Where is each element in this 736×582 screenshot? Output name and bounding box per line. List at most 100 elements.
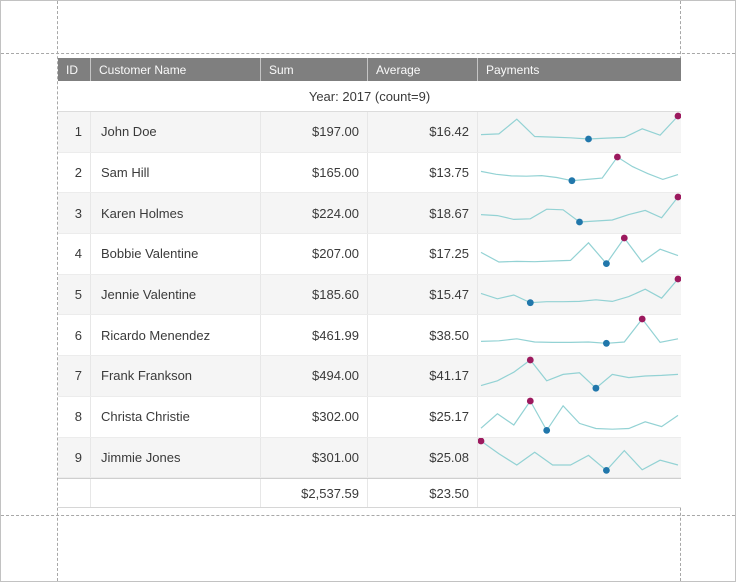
sparkline-line	[480, 359, 679, 389]
table-header-row: ID Customer Name Sum Average Payments	[58, 58, 681, 81]
min-marker-dot	[526, 298, 534, 306]
table-row: 7 Frank Frankson $494.00 $41.17	[58, 356, 681, 397]
sparkline-line	[480, 236, 679, 265]
page-margin-bottom-line	[1, 515, 735, 516]
cell-average: $25.17	[368, 396, 478, 437]
min-marker-dot	[603, 467, 610, 475]
payments-sparkline	[480, 397, 679, 434]
max-marker-dot	[674, 112, 681, 120]
table-row: 4 Bobbie Valentine $207.00 $17.25	[58, 234, 681, 275]
cell-customer-name: Ricardo Menendez	[91, 315, 261, 356]
cell-customer-name: Bobbie Valentine	[91, 234, 261, 274]
cell-id: 7	[58, 356, 91, 396]
cell-customer-name: John Doe	[91, 112, 261, 152]
header-cell-payments: Payments	[486, 62, 540, 77]
cell-payments	[478, 397, 681, 437]
max-marker-dot	[478, 437, 485, 445]
min-marker-dot	[603, 260, 610, 267]
table-row: 8 Christa Christie $302.00 $25.17	[58, 396, 681, 438]
max-marker-dot	[674, 275, 681, 282]
footer-cell-sum: $2,537.59	[261, 479, 368, 508]
sparkline-line	[480, 115, 679, 140]
cell-id: 6	[58, 315, 91, 356]
cell-payments	[478, 356, 681, 396]
cell-average: $16.42	[368, 112, 478, 152]
cell-id: 2	[58, 152, 91, 193]
header-cell-customer-name: Customer Name	[91, 58, 261, 81]
payments-sparkline	[480, 275, 681, 306]
cell-payments	[478, 234, 681, 274]
cell-average: $38.50	[368, 315, 478, 356]
footer-cell-id	[58, 479, 91, 508]
header-cell-id: ID	[58, 58, 91, 81]
min-marker-dot	[576, 218, 583, 226]
min-marker-dot	[568, 176, 576, 184]
sparkline-line	[480, 399, 679, 432]
payments-sparkline	[480, 234, 679, 267]
page-margin-top-line	[1, 53, 735, 54]
sparkline-line	[480, 318, 679, 345]
payments-sparkline	[480, 112, 681, 143]
header-cell-average: Average	[368, 58, 478, 81]
cell-average: $13.75	[368, 152, 478, 193]
sparkline-line	[480, 278, 679, 303]
sparkline-line	[480, 155, 679, 181]
footer-cell-payments	[478, 479, 681, 507]
payments-sparkline	[480, 356, 679, 392]
max-marker-dot	[526, 397, 534, 405]
min-marker-dot	[592, 384, 600, 392]
cell-payments	[478, 315, 681, 355]
cell-payments	[478, 275, 681, 315]
cell-id: 5	[58, 274, 91, 315]
sparkline-line	[480, 196, 679, 223]
max-marker-dot	[526, 356, 534, 364]
table-body: 1 John Doe $197.00 $16.42 2 Sam Hill $165.00 $1…	[58, 112, 681, 479]
cell-sum: $494.00	[261, 356, 368, 396]
table-row: 9 Jimmie Jones $301.00 $25.08	[58, 437, 681, 479]
footer-cell-average: $23.50	[368, 479, 478, 508]
payments-sparkline	[480, 193, 681, 226]
payments-sparkline	[478, 437, 679, 475]
cell-payments	[478, 437, 681, 478]
min-marker-dot	[543, 426, 551, 434]
sparkline-line	[480, 440, 679, 472]
min-marker-dot	[603, 340, 610, 347]
cell-customer-name: Sam Hill	[91, 152, 261, 193]
cell-id: 3	[58, 193, 91, 234]
cell-sum: $224.00	[261, 193, 368, 234]
table-row: 5 Jennie Valentine $185.60 $15.47	[58, 274, 681, 316]
header-cell-sum: Sum	[261, 58, 368, 81]
cell-id: 9	[58, 437, 91, 478]
group-header-label: Year: 2017 (count=9)	[308, 88, 431, 104]
cell-average: $17.25	[368, 234, 478, 274]
cell-average: $18.67	[368, 193, 478, 234]
max-marker-dot	[638, 315, 646, 323]
cell-sum: $461.99	[261, 315, 368, 356]
cell-customer-name: Jimmie Jones	[91, 437, 261, 478]
cell-average: $15.47	[368, 274, 478, 315]
group-header-row: Year: 2017 (count=9)	[58, 81, 681, 112]
cell-sum: $197.00	[261, 112, 368, 152]
table-row: 2 Sam Hill $165.00 $13.75	[58, 152, 681, 194]
payments-sparkline	[480, 153, 679, 184]
table-footer-row: $2,537.59 $23.50	[58, 478, 681, 509]
cell-customer-name: Christa Christie	[91, 396, 261, 437]
cell-customer-name: Frank Frankson	[91, 356, 261, 396]
cell-id: 8	[58, 396, 91, 437]
footer-cell-name	[91, 479, 261, 508]
cell-sum: $207.00	[261, 234, 368, 274]
cell-customer-name: Jennie Valentine	[91, 274, 261, 315]
cell-customer-name: Karen Holmes	[91, 193, 261, 234]
cell-id: 4	[58, 234, 91, 274]
cell-sum: $302.00	[261, 396, 368, 437]
cell-sum: $165.00	[261, 152, 368, 193]
max-marker-dot	[614, 153, 621, 160]
cell-average: $25.08	[368, 437, 478, 478]
cell-average: $41.17	[368, 356, 478, 396]
page-margin-left-line	[57, 1, 58, 581]
min-marker-dot	[585, 135, 592, 143]
max-marker-dot	[620, 234, 628, 242]
payments-sparkline	[480, 315, 679, 347]
cell-payments	[478, 112, 681, 152]
cell-sum: $185.60	[261, 274, 368, 315]
